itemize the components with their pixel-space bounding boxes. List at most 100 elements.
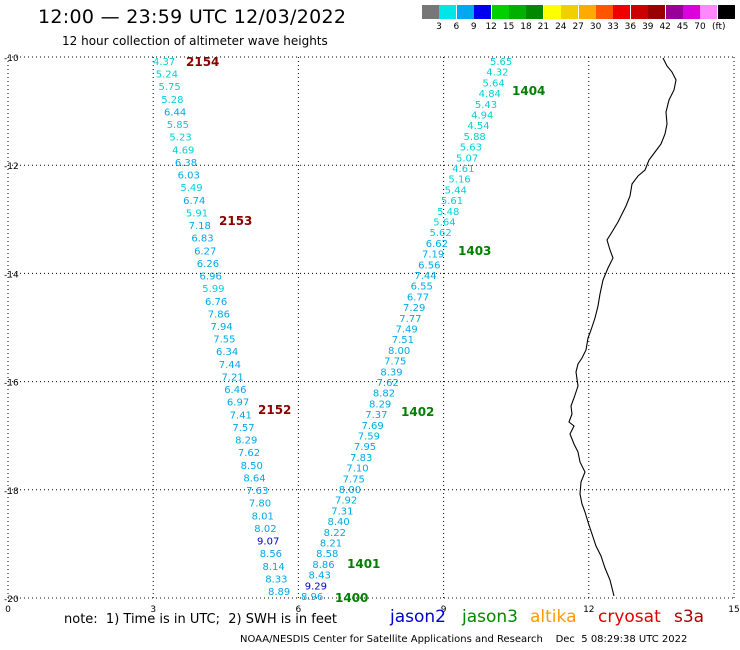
color-scale-label: 42 [659,22,671,32]
wave-height-value: 8.58 [316,549,338,560]
color-swatch [596,5,613,19]
axis-ticks: 0 3 6 9 12 15 -10 -12 -14 -16 -18 -20 [4,54,740,615]
pass-label: 1402 [401,405,434,419]
color-swatch [491,5,509,19]
wave-height-value: 7.49 [396,325,418,336]
color-scale-label: 12 [485,22,497,32]
color-scale-label: 27 [572,22,584,32]
wave-height-value: 6.38 [175,158,197,169]
wave-height-value: 4.54 [467,121,489,132]
color-swatch [717,5,735,19]
wave-height-value: 5.75 [158,82,180,93]
wave-height-value: 7.62 [238,448,260,459]
color-scale-label: 18 [520,22,532,32]
wave-height-value: 5.23 [169,133,191,144]
color-swatch [665,5,683,19]
color-scale-label: 21 [537,22,550,32]
wave-height-value: 5.62 [430,228,452,239]
coastline [568,57,677,597]
wave-height-value: 7.29 [403,303,425,314]
wave-height-value: 5.99 [202,284,224,295]
color-scale-label: 36 [624,22,637,32]
color-swatch [561,5,579,19]
pass-labels: 2154 2153 2152 1404 1403 1402 1401 1400 [186,55,545,605]
wave-height-value: 8.00 [339,485,361,496]
wave-height-value: 5.64 [433,218,455,229]
x-tick-label: 12 [583,605,594,615]
wave-height-value: 8.96 [301,592,323,603]
color-scale-label: 70 [694,22,706,32]
wave-height-value: 6.03 [178,171,200,182]
color-swatch [474,5,492,19]
wave-height-value: 8.43 [309,571,331,582]
wave-height-value: 6.44 [164,107,186,118]
wave-height-value: 7.94 [211,322,233,333]
wave-height-value: 5.48 [437,207,459,218]
page-subtitle: 12 hour collection of altimeter wave hei… [62,34,328,48]
wave-height-value: 7.75 [343,474,365,485]
wave-height-value: 7.19 [422,250,444,261]
satellite-legend-s3a: s3a [674,607,705,627]
wave-height-value: 6.83 [191,234,213,245]
wave-height-value: 5.63 [460,143,482,154]
wave-height-value: 5.85 [167,120,189,131]
wave-height-value: 6.55 [411,282,433,293]
satellite-legend-cryosat: cryosat [598,607,661,627]
wave-height-value: 5.07 [456,153,478,164]
wave-height-value: 5.91 [186,208,208,219]
wave-height-value: 9.07 [257,537,279,548]
wave-height-value: 8.14 [263,562,285,573]
color-swatch [648,5,666,19]
color-swatch [509,5,526,19]
wave-height-value: 7.41 [230,410,252,421]
wave-height-value: 6.76 [205,297,227,308]
color-swatch [543,5,561,19]
wave-height-value: 5.61 [441,196,463,207]
wave-height-value: 8.29 [369,399,391,410]
color-scale-label: 24 [555,22,567,32]
wave-height-value: 7.83 [350,453,372,464]
wave-height-value: 7.31 [331,506,353,517]
wave-height-value: 7.59 [358,432,380,443]
wave-height-value: 4.84 [479,89,501,100]
pass-label: 2153 [219,214,252,228]
pass-label: 2152 [258,403,291,417]
color-swatch [683,5,700,19]
wave-height-value: 8.39 [380,367,402,378]
pass-label: 1403 [458,244,491,258]
x-tick-label: 15 [728,605,739,615]
color-scale-label: 39 [642,22,654,32]
wave-height-value: 8.01 [252,511,274,522]
wave-height-value: 6.26 [197,259,219,270]
wave-height-value: 4.69 [172,145,194,156]
page-title: 12:00 — 23:59 UTC 12/03/2022 [38,6,347,28]
color-scale-label: 3 [436,22,442,32]
wave-height-value: 5.44 [445,185,467,196]
y-tick-label: -20 [4,595,19,605]
color-scale-label: 9 [470,22,477,32]
color-scale-label: 45 [676,22,689,32]
pass-label: 2154 [186,55,219,69]
wave-height-value: 6.74 [183,196,205,207]
x-tick-label: 3 [150,605,156,615]
wave-height-value: 6.34 [216,347,238,358]
wave-height-value: 5.43 [475,100,497,111]
color-swatch [700,5,718,19]
y-tick-label: -16 [4,379,19,389]
wave-height-value: 7.18 [189,221,211,232]
wave-height-value: 5.49 [180,183,202,194]
wave-height-value: 6.46 [224,385,246,396]
wave-height-value: 7.21 [221,372,243,383]
color-swatch [526,5,544,19]
wave-height-value: 7.55 [213,335,235,346]
satellite-legend-jason3: jason3 [462,607,518,627]
wave-height-value: 7.62 [377,378,399,389]
wave-height-value: 8.22 [324,528,346,539]
wave-height-value: 6.96 [200,272,222,283]
wave-height-value: 6.56 [418,260,440,271]
wave-height-value: 8.02 [254,524,276,535]
wave-height-value: 8.29 [235,436,257,447]
wave-height-value: 8.33 [265,574,287,585]
satellite-legend-jason2: jason2 [390,607,446,627]
wave-height-value: 5.28 [161,95,183,106]
